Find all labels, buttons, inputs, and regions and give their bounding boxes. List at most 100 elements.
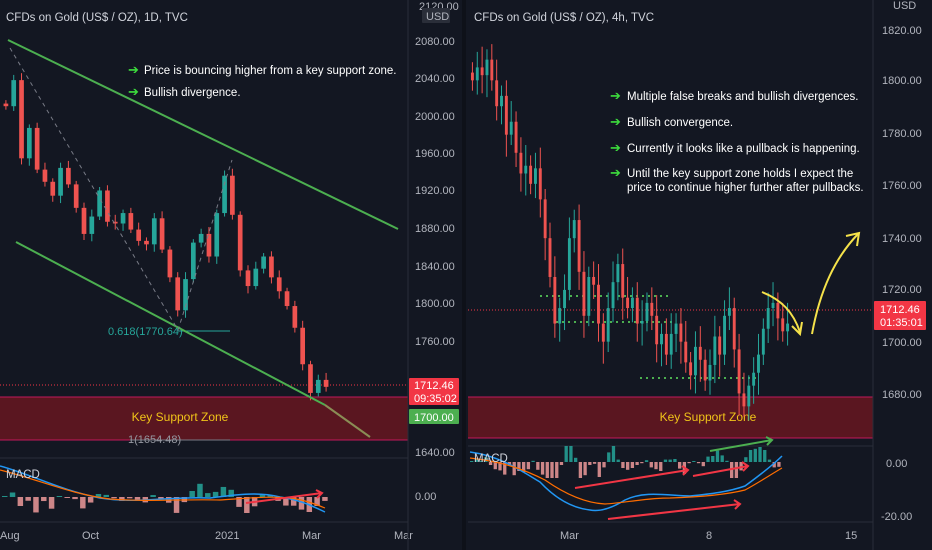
left-candle-body — [292, 306, 298, 328]
right-candle-body — [752, 372, 756, 386]
right-candle-body — [689, 362, 693, 376]
right-macd-bar — [583, 462, 587, 476]
right-y-tick: 1820.00 — [882, 25, 922, 37]
channel-lower-line — [15, 241, 326, 406]
right-note-5: price to continue higher further after p… — [627, 182, 864, 194]
right-macd-bar — [649, 462, 653, 468]
right-candle-body — [747, 385, 751, 407]
left-signal-line — [0, 469, 326, 509]
right-macd-bar — [701, 462, 705, 467]
right-macd-bar — [758, 447, 762, 462]
left-candle-body — [276, 277, 282, 292]
divergence-arrow-1 — [574, 465, 690, 489]
right-macd-bar — [503, 462, 507, 475]
right-candle-body — [723, 315, 726, 355]
right-candle-body — [597, 284, 600, 324]
right-macd-bar — [659, 462, 663, 471]
right-macd-bar — [730, 462, 734, 478]
right-macd-bar — [574, 457, 578, 462]
left-y-tick: 2080.00 — [415, 36, 455, 48]
left-note-2: Bullish divergence. — [144, 87, 241, 99]
right-macd-bar — [540, 462, 545, 475]
right-candle-body — [684, 341, 688, 363]
right-macd-bar — [626, 462, 630, 470]
right-candle-body — [553, 276, 557, 324]
left-macd-bar — [119, 497, 125, 501]
left-macd-bar — [322, 497, 328, 501]
left-candle-body — [167, 249, 173, 278]
right-macd-bar — [602, 462, 606, 468]
left-macd-bar — [298, 497, 305, 510]
left-candle-body — [11, 80, 17, 107]
channel-upper-line — [7, 39, 399, 230]
right-candle-body — [645, 302, 649, 321]
right-candle-body — [698, 346, 702, 360]
left-macd-bar — [25, 497, 31, 501]
left-macd-bar — [103, 494, 109, 497]
right-macd-bar — [607, 452, 611, 462]
left-candle-body — [73, 184, 79, 208]
left-macd-bar — [41, 497, 47, 502]
left-currency-label: USD — [426, 11, 449, 23]
right-macd-bar — [753, 448, 757, 462]
right-candle-body — [640, 320, 644, 324]
fib-618-label: 0.618(1770.64) — [108, 326, 183, 338]
right-candle-body — [732, 308, 736, 350]
right-candle-body — [504, 95, 508, 135]
right-macd-y-tick: -20.00 — [881, 511, 912, 523]
right-candle-body — [543, 199, 547, 239]
right-macd-bar — [479, 460, 483, 462]
left-candle-body — [144, 240, 149, 245]
right-note-4: Until the key support zone holds I expec… — [627, 168, 853, 180]
right-candle-body — [776, 302, 780, 319]
left-macd-bar — [17, 497, 24, 506]
right-x-tick-mar: Mar — [560, 530, 579, 542]
right-support-zone — [468, 397, 873, 438]
right-macd-bar — [484, 457, 488, 462]
right-y-tick: 1700.00 — [882, 337, 922, 349]
left-candle-body — [58, 167, 63, 196]
right-candle-body — [538, 168, 542, 200]
panel-divider — [462, 0, 466, 550]
right-macd-bar — [531, 460, 535, 462]
left-macd-bar — [283, 497, 289, 506]
right-macd-bar — [611, 446, 616, 462]
left-macd-bar — [64, 497, 70, 498]
right-candle-body — [630, 297, 634, 309]
bullish-arrow-head — [845, 231, 861, 247]
left-x-tick-mar: Mar — [302, 530, 321, 542]
right-macd-bar — [597, 462, 601, 477]
left-candle-body — [183, 279, 188, 311]
right-candle-body — [616, 264, 620, 283]
right-candle-body — [475, 67, 479, 81]
left-candle-body — [26, 127, 32, 159]
right-macd-bar — [640, 462, 644, 464]
left-macd-bar — [205, 493, 211, 497]
right-candle-body — [626, 297, 630, 309]
right-candle-body — [567, 238, 571, 290]
left-y-tick: 1960.00 — [415, 148, 455, 160]
left-y-tick: 2040.00 — [415, 73, 455, 85]
left-macd-bar — [220, 486, 227, 497]
right-macd-bar — [715, 450, 720, 462]
right-macd-bar — [578, 462, 583, 478]
right-macd-bar — [536, 462, 540, 470]
left-countdown-value: 09:35:02 — [414, 393, 457, 405]
left-macd-bar — [2, 496, 8, 497]
right-candle-body — [514, 121, 518, 153]
right-candle-body — [470, 72, 474, 81]
right-y-tick: 1780.00 — [882, 128, 922, 140]
right-candles — [470, 44, 790, 421]
right-macd-bar — [711, 456, 715, 462]
right-macd-bar — [488, 462, 493, 465]
right-candle-body — [655, 315, 659, 345]
right-note-1: Multiple false breaks and bullish diverg… — [627, 91, 858, 103]
left-candle-body — [151, 218, 157, 245]
right-macd-bar — [564, 446, 568, 462]
right-macd-bar — [512, 462, 516, 476]
right-candle-body — [490, 59, 494, 81]
right-candle-body — [660, 333, 663, 345]
right-macd-bar — [470, 461, 474, 462]
right-y-tick: 1800.00 — [882, 75, 922, 87]
left-macd-bar — [56, 496, 63, 497]
